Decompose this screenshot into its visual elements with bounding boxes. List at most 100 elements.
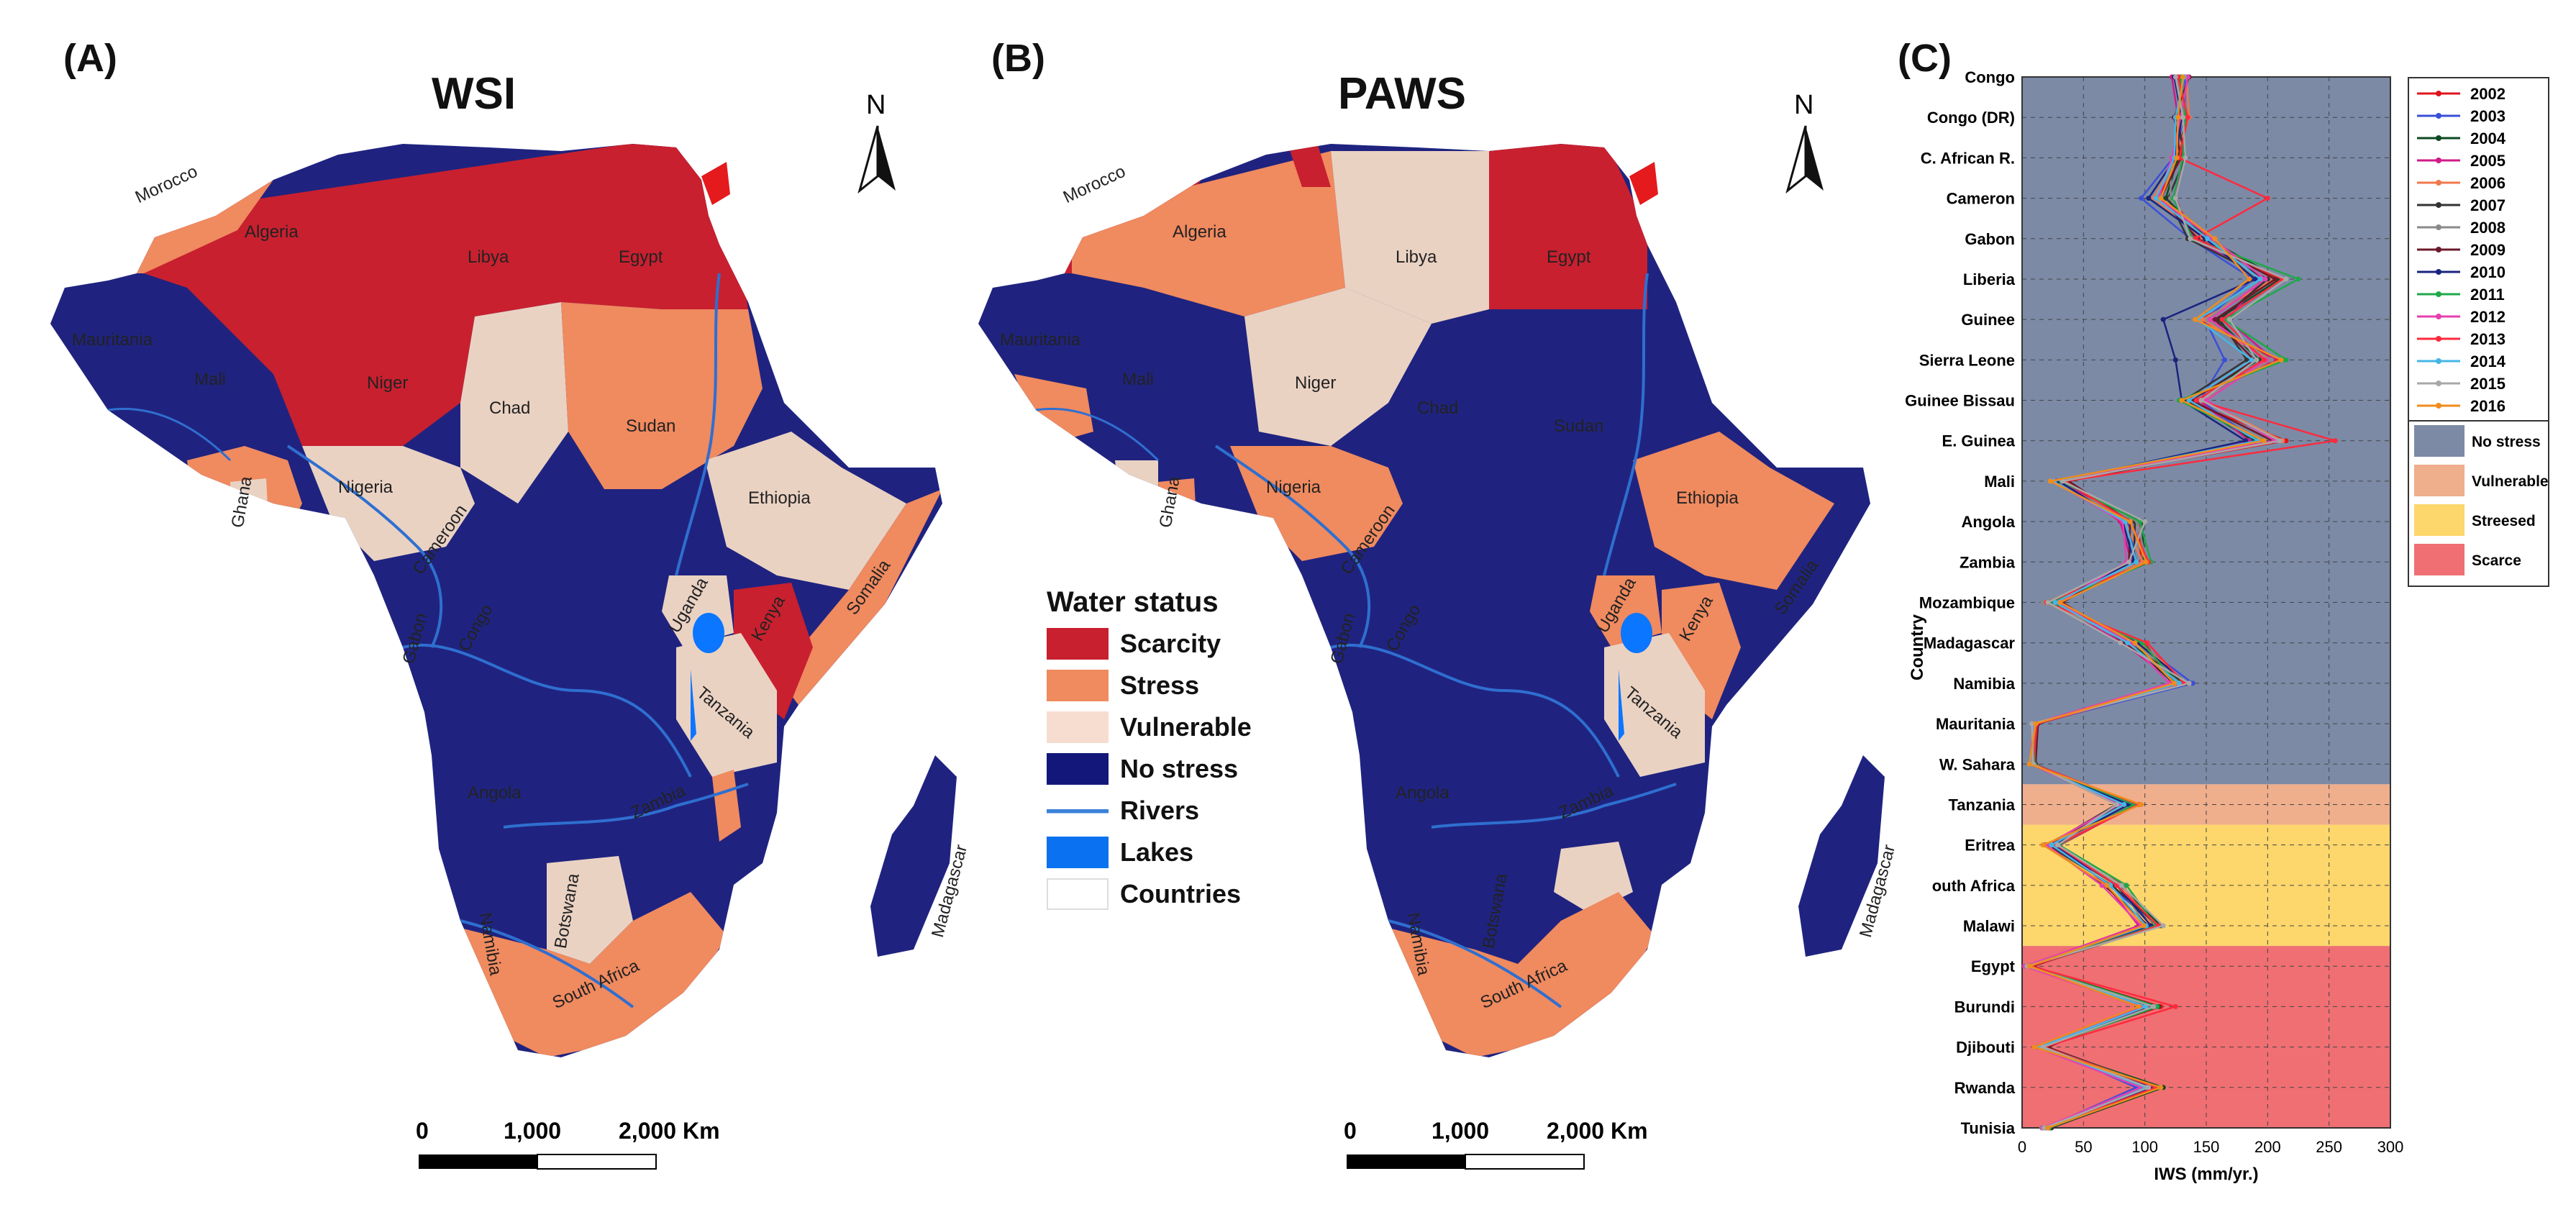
year-legend-marker — [2436, 91, 2441, 96]
legend-label: Rivers — [1120, 796, 1200, 825]
series-point — [2026, 761, 2032, 767]
series-point — [2033, 721, 2039, 727]
series-point — [2332, 438, 2338, 444]
series-2015 — [2024, 74, 2289, 1131]
map-b-label-sudan: Sudan — [1554, 416, 1603, 436]
series-point — [2104, 883, 2110, 888]
series-point — [2049, 842, 2054, 848]
panel-c-letter: (C) — [1898, 37, 1952, 80]
year-legend-marker — [2436, 269, 2441, 275]
year-legend-label: 2009 — [2470, 241, 2506, 259]
series-point — [2139, 801, 2144, 807]
legend-label: Stress — [1120, 670, 1200, 700]
year-legend-marker — [2436, 158, 2441, 163]
x-tick-label: 300 — [2377, 1138, 2404, 1156]
year-legend-marker — [2436, 135, 2441, 141]
north-arrow-a: N — [857, 90, 896, 194]
legend-item-vulnerable: Vulnerable — [1047, 706, 1306, 748]
legend-swatch — [1047, 795, 1109, 826]
series-point — [2185, 114, 2190, 120]
band-legend-swatch — [2414, 465, 2465, 496]
map-b-label-egypt: Egypt — [1547, 247, 1591, 267]
series-point — [2125, 640, 2131, 646]
scale-bar-a: 0 1,000 2,000 Km — [416, 1118, 720, 1170]
series-point — [2118, 640, 2124, 646]
series-point — [2042, 1125, 2047, 1131]
map-a-label-mali: Mali — [194, 370, 226, 389]
x-tick-label: 50 — [2075, 1138, 2092, 1156]
y-tick-label: Cameron — [1947, 190, 2015, 208]
legend-item-stress: Stress — [1047, 665, 1306, 706]
series-point — [2158, 1085, 2164, 1090]
map-b: Morocco Algeria Libya Egypt Mauritania M… — [978, 144, 1899, 1057]
y-tick-label: Guinee Bissau — [1905, 392, 2015, 410]
chart-xlabel: IWS (mm/yr.) — [2154, 1165, 2258, 1184]
map-a-label-sudan: Sudan — [626, 416, 675, 436]
series-point — [2040, 1044, 2046, 1050]
series-point — [2295, 276, 2301, 282]
scale-bar-b: 0 1,000 2,000 Km — [1344, 1118, 1648, 1170]
series-point — [2040, 842, 2046, 848]
y-tick-label: Mozambique — [1919, 594, 2015, 612]
map-a-label-algeria: Algeria — [245, 222, 299, 242]
series-point — [2283, 276, 2289, 282]
series-point — [2212, 316, 2218, 322]
legend-item-no-stress: No stress — [1047, 748, 1306, 790]
series-point — [2174, 155, 2180, 160]
series-point — [2183, 155, 2188, 160]
map-b-label-ethiopia: Ethiopia — [1676, 488, 1739, 508]
series-point — [2126, 559, 2131, 565]
scale-a-mid: 1,000 — [504, 1118, 561, 1144]
y-tick-label: Guinee — [1961, 311, 2015, 329]
series-point — [2158, 196, 2164, 201]
series-point — [2172, 357, 2178, 363]
year-legend-label: 2010 — [2470, 263, 2506, 281]
year-legend-label: 2015 — [2470, 375, 2506, 393]
year-legend-marker — [2436, 202, 2441, 208]
series-point — [2113, 801, 2119, 807]
y-tick-label: outh Africa — [1932, 877, 2016, 895]
series-point — [2172, 74, 2178, 80]
series-point — [2118, 883, 2124, 888]
series-point — [2139, 196, 2144, 201]
y-tick-label: Sierra Leone — [1919, 351, 2015, 369]
series-point — [2029, 721, 2035, 727]
map-b-label-mauritania: Mauritania — [1000, 330, 1081, 350]
series-point — [2045, 1125, 2051, 1131]
y-tick-label: Namibia — [1953, 675, 2015, 693]
series-point — [2180, 74, 2186, 80]
year-legend-label: 2005 — [2470, 152, 2506, 170]
year-legend-label: 2014 — [2470, 352, 2506, 370]
year-legend-marker — [2436, 247, 2441, 252]
series-point — [2026, 963, 2032, 969]
series-point — [2057, 600, 2063, 605]
legend-swatch — [1047, 628, 1109, 660]
series-point — [2172, 196, 2178, 201]
series-point — [2127, 519, 2133, 524]
series-point — [2052, 600, 2058, 605]
band-legend-swatch — [2414, 425, 2465, 457]
series-point — [2113, 883, 2119, 888]
map-b-label-niger: Niger — [1295, 373, 1336, 393]
series-point — [2054, 842, 2060, 848]
map-b-label-morocco: Morocco — [1060, 162, 1129, 207]
series-point — [2247, 276, 2252, 282]
x-tick-label: 100 — [2131, 1138, 2158, 1156]
iws-chart: Congo Congo (DR) C. African R. Cameron Gabon… — [1905, 68, 2549, 1184]
series-point — [2144, 640, 2150, 646]
series-point — [2136, 1003, 2142, 1009]
legend-item-scarcity: Scarcity — [1047, 623, 1306, 665]
series-point — [2031, 1044, 2037, 1050]
year-legend-label: 2004 — [2470, 129, 2506, 147]
map-a-label-egypt: Egypt — [619, 247, 663, 267]
panel-b-title: PAWS — [1338, 69, 1466, 119]
series-point — [2222, 357, 2228, 363]
chart-ylabel: Country — [1908, 614, 1927, 680]
y-tick-label: Mauritania — [1936, 715, 2016, 733]
legend-item-countries: Countries — [1047, 873, 1306, 915]
y-tick-label: Djibouti — [1956, 1039, 2015, 1057]
year-legend-label: 2008 — [2470, 219, 2506, 237]
map-a-label-morocco: Morocco — [132, 162, 201, 207]
map-a-label-ethiopia: Ethiopia — [748, 488, 811, 508]
x-tick-label: 250 — [2316, 1138, 2342, 1156]
